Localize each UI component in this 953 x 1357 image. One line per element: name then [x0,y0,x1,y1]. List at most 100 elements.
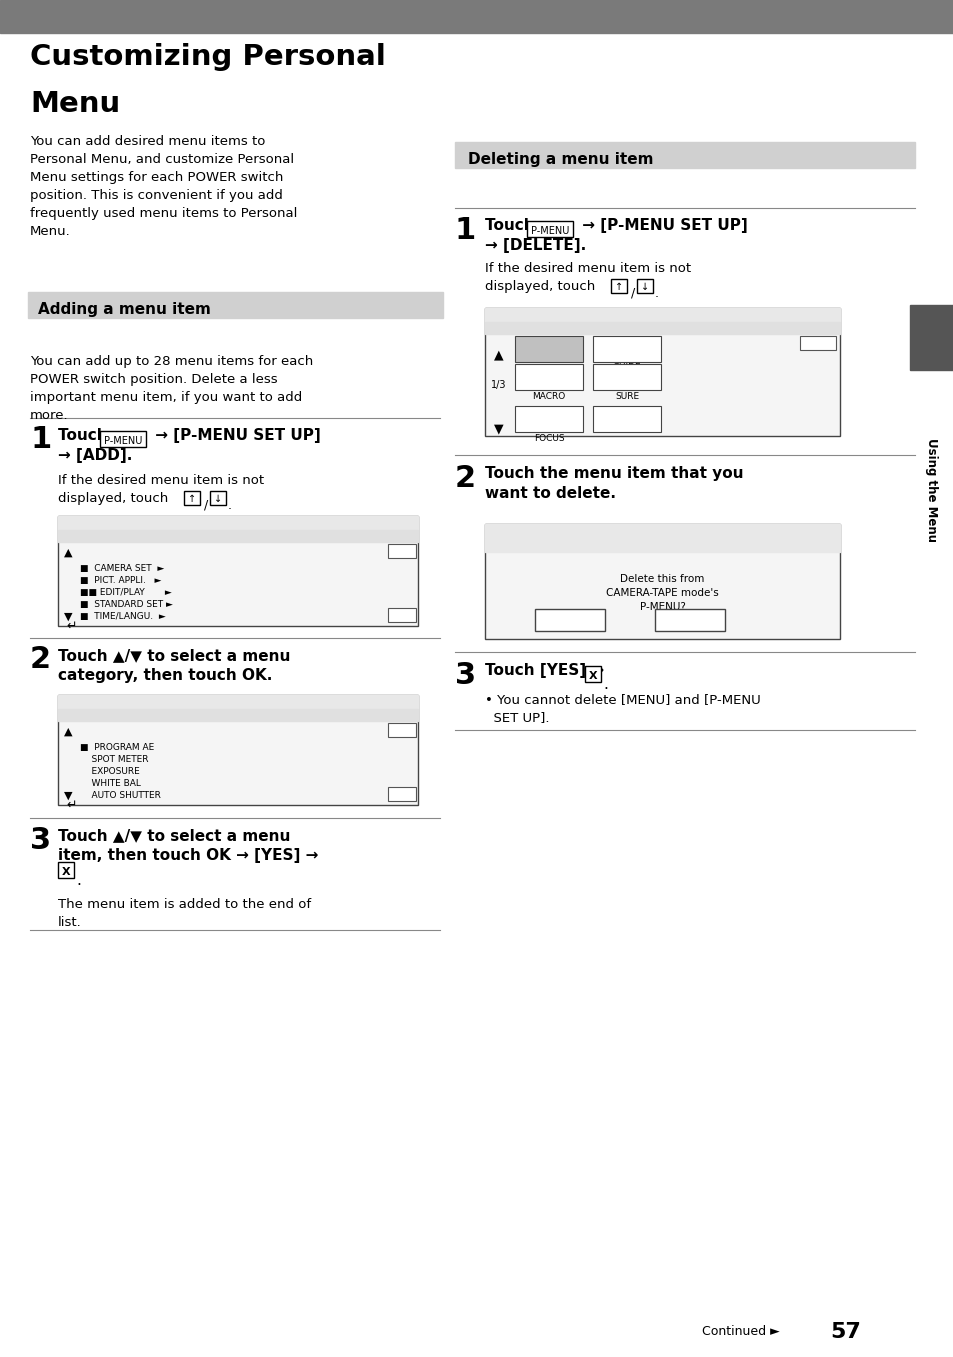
Text: /: / [630,286,635,300]
Text: DELETE: DELETE [489,541,529,551]
Text: Select the category.: Select the category. [62,531,152,540]
Text: Touch: Touch [58,427,112,442]
Bar [909,305,953,370]
Text: ↑: ↑ [615,282,622,292]
Text: END: END [393,551,411,560]
Text: ↓: ↓ [640,282,648,292]
Text: 1/3: 1/3 [491,380,506,389]
Text: P-MENU: P-MENU [530,227,569,236]
Text: ■  CAMERA SET  ►: ■ CAMERA SET ► [80,565,164,573]
Text: OK: OK [395,794,409,803]
Bar [584,666,600,683]
Bar [388,787,416,801]
Text: END: END [393,730,411,740]
Text: ■  TIME/LANGU.  ►: ■ TIME/LANGU. ► [80,612,166,622]
Text: 3: 3 [455,661,476,689]
Bar [610,280,626,293]
Text: Select button to delete.: Select button to delete. [489,323,597,332]
Text: ▼: ▼ [64,612,72,622]
Text: X: X [588,670,597,681]
Text: • You cannot delete [MENU] and [P-MENU
  SET UP].: • You cannot delete [MENU] and [P-MENU S… [484,693,760,725]
Text: Adding a menu item: Adding a menu item [38,303,211,318]
Bar [100,432,146,446]
Text: SPOT
FOCUS: SPOT FOCUS [533,423,564,444]
Text: → [P-MENU SET UP]: → [P-MENU SET UP] [577,218,747,233]
Text: ↑: ↑ [188,494,196,503]
Text: ■  PROGRAM AE: ■ PROGRAM AE [80,744,154,752]
Bar [484,322,840,334]
Text: ▼: ▼ [64,791,72,801]
Bar [58,531,417,541]
Bar [484,308,840,436]
Text: The menu item is added to the end of
list.: The menu item is added to the end of lis… [58,898,311,930]
Text: Touch ▲/▼ to select a menu
item, then touch OK → [YES] →: Touch ▲/▼ to select a menu item, then to… [58,828,318,863]
Bar [388,723,416,737]
Text: Touch: Touch [484,218,539,233]
Bar [800,337,835,350]
Text: P-MENU: P-MENU [104,436,142,446]
Bar [515,364,582,389]
Text: EXPOSURE: EXPOSURE [80,767,139,776]
Text: You can add up to 28 menu items for each
POWER switch position. Delete a less
im: You can add up to 28 menu items for each… [30,356,313,422]
Bar [58,708,417,721]
Text: Touch [YES] →: Touch [YES] → [484,664,609,678]
Text: END: END [808,343,826,351]
Text: .: . [655,286,659,300]
Bar [515,406,582,432]
Text: ■  STANDARD SET ►: ■ STANDARD SET ► [80,600,172,609]
Bar [593,337,660,362]
Text: TELE
MACRO: TELE MACRO [532,383,565,402]
Bar [58,695,417,708]
Text: Menu: Menu [30,90,120,118]
Bar [484,537,840,552]
Text: ■  PICT. APPLI.   ►: ■ PICT. APPLI. ► [80,575,161,585]
Text: Customizing Personal: Customizing Personal [30,43,385,71]
Text: MENU: MENU [533,346,564,356]
Text: X: X [62,867,71,877]
Text: SPOT METER: SPOT METER [80,754,149,764]
Text: ■■ EDIT/PLAY       ►: ■■ EDIT/PLAY ► [80,588,172,597]
Bar [593,406,660,432]
Text: .: . [76,873,81,887]
Text: ▲: ▲ [64,548,72,558]
Text: Delete this from
CAMERA-TAPE mode's
P-MENU?: Delete this from CAMERA-TAPE mode's P-ME… [605,574,719,612]
Bar [0,0,953,33]
Bar [455,142,914,168]
Text: If the desired menu item is not
displayed, touch: If the desired menu item is not displaye… [58,474,264,505]
Text: If the desired menu item is not
displayed, touch: If the desired menu item is not displaye… [484,262,690,293]
Text: YES: YES [559,622,579,632]
Text: ▲: ▲ [494,347,503,361]
Bar [210,491,226,505]
Bar [28,292,442,318]
Bar [655,609,724,631]
Text: Touch the menu item that you
want to delete.: Touch the menu item that you want to del… [484,465,742,501]
Text: → [ADD].: → [ADD]. [58,448,132,463]
Text: .: . [228,499,232,512]
Text: ↵: ↵ [66,799,76,811]
Text: 1: 1 [455,216,476,246]
Text: WHITE BAL: WHITE BAL [80,779,141,788]
Text: ☉60min   ≡   STBY        0:00:00: ☉60min ≡ STBY 0:00:00 [62,517,192,527]
Text: .: . [602,677,607,692]
Bar [593,364,660,389]
Text: Using the Menu: Using the Menu [924,438,938,541]
Bar [535,609,604,631]
Text: EXPO-
SURE: EXPO- SURE [613,383,640,402]
Text: 57: 57 [829,1322,860,1342]
Bar [484,308,840,322]
Text: FADER: FADER [612,423,640,433]
Text: → [P-MENU SET UP]: → [P-MENU SET UP] [150,427,320,442]
Text: ↵: ↵ [66,620,76,632]
Text: Select the item.: Select the item. [62,710,134,719]
Text: 2: 2 [30,645,51,674]
Bar [58,516,417,626]
Text: ☉60min   ≡   STBY        0:00:00: ☉60min ≡ STBY 0:00:00 [489,309,618,318]
Bar [388,544,416,558]
Text: ▲: ▲ [64,727,72,737]
Bar [515,337,582,362]
Text: NO: NO [680,622,698,632]
Text: DISP
GUIDE: DISP GUIDE [612,353,640,372]
Text: 3: 3 [30,826,51,855]
Text: You can add desired menu items to
Personal Menu, and customize Personal
Menu set: You can add desired menu items to Person… [30,134,297,237]
Text: ☉60min   ≡   STBY        0:00:00: ☉60min ≡ STBY 0:00:00 [489,525,618,535]
